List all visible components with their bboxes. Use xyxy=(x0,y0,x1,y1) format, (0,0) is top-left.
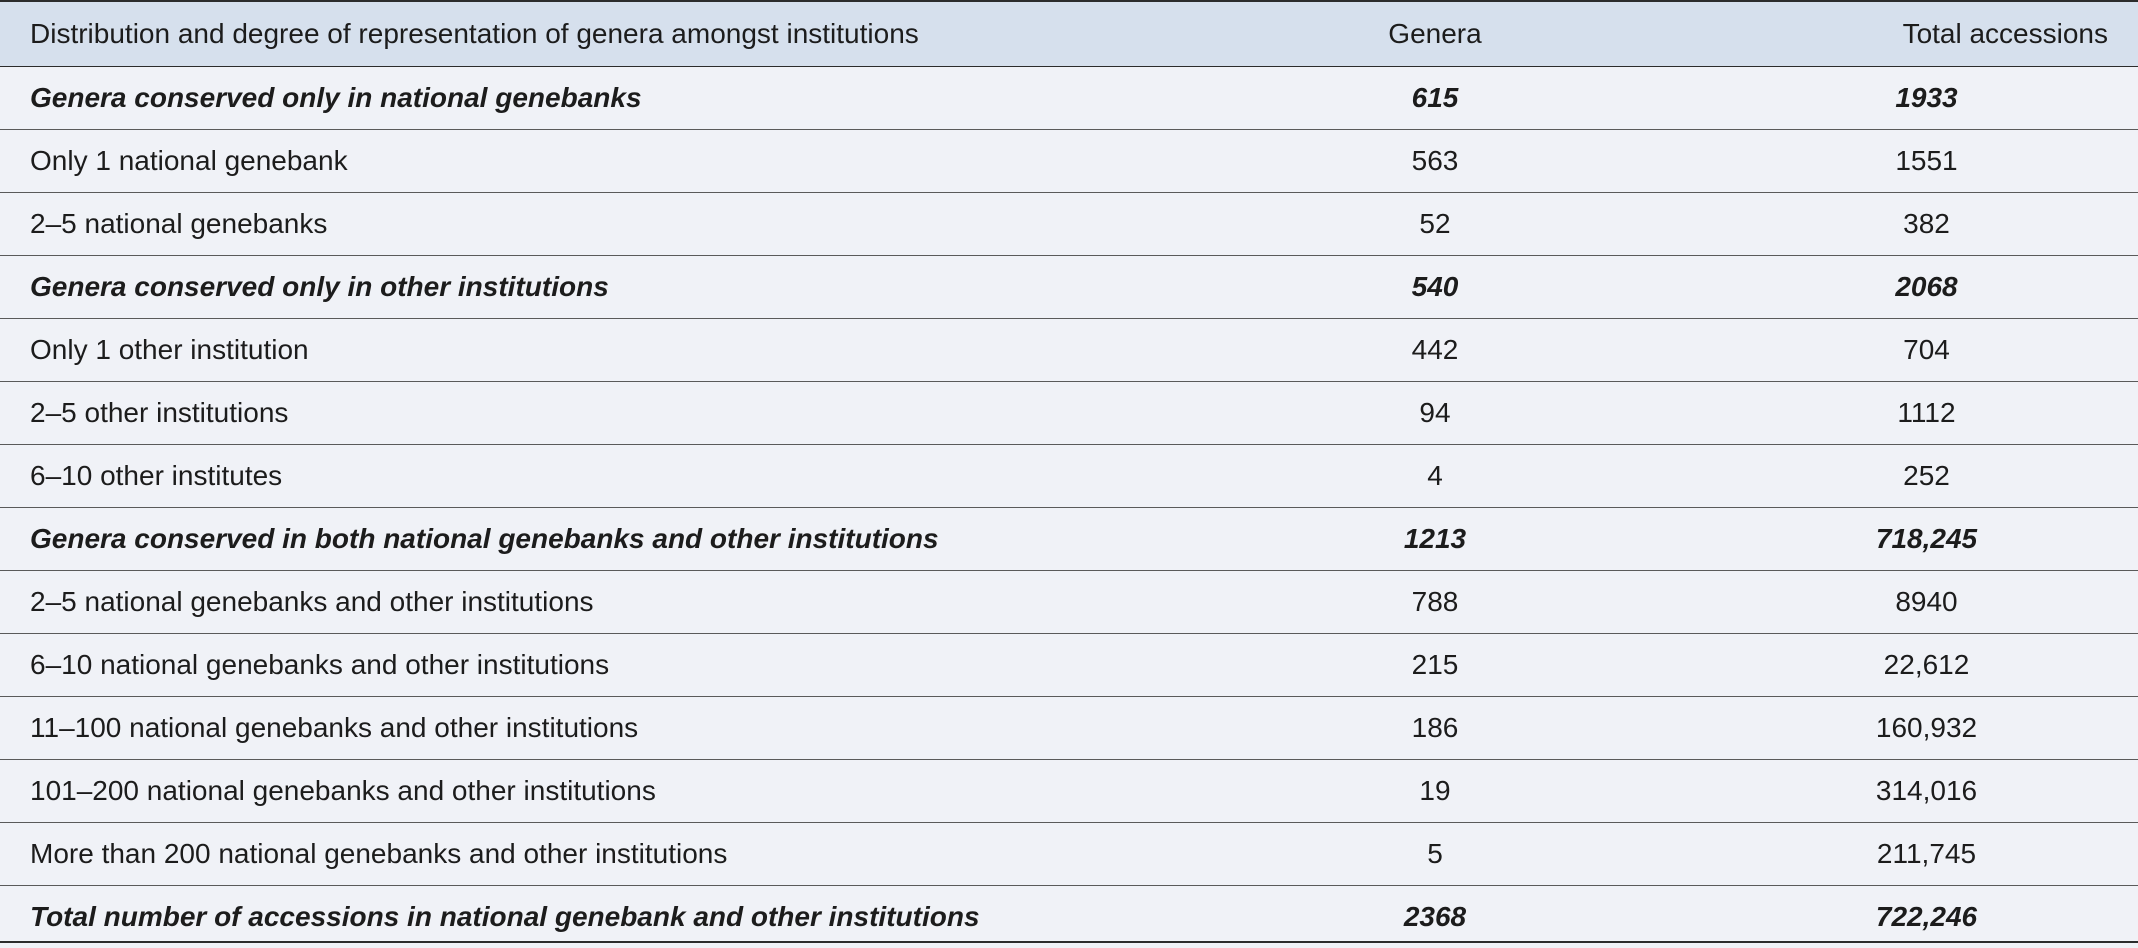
row-genera: 186 xyxy=(1300,697,1570,760)
row-total: 211,745 xyxy=(1570,823,2138,886)
row-total: 1112 xyxy=(1570,382,2138,445)
row-label: Genera conserved only in national geneba… xyxy=(0,67,1300,130)
row-total: 1551 xyxy=(1570,130,2138,193)
row-genera: 215 xyxy=(1300,634,1570,697)
row-label: 11–100 national genebanks and other inst… xyxy=(0,697,1300,760)
row-genera: 540 xyxy=(1300,256,1570,319)
table-row: 6–10 other institutes 4 252 xyxy=(0,445,2138,508)
table-row-group: Genera conserved only in other instituti… xyxy=(0,256,2138,319)
row-genera: 94 xyxy=(1300,382,1570,445)
row-genera: 5 xyxy=(1300,823,1570,886)
table-row: 2–5 other institutions 94 1112 xyxy=(0,382,2138,445)
table-row: Only 1 national genebank 563 1551 xyxy=(0,130,2138,193)
row-genera: 788 xyxy=(1300,571,1570,634)
row-total: 718,245 xyxy=(1570,508,2138,571)
row-genera: 19 xyxy=(1300,760,1570,823)
row-label: Genera conserved in both national geneba… xyxy=(0,508,1300,571)
row-total: 22,612 xyxy=(1570,634,2138,697)
row-label: 2–5 other institutions xyxy=(0,382,1300,445)
row-label: 2–5 national genebanks and other institu… xyxy=(0,571,1300,634)
row-genera: 442 xyxy=(1300,319,1570,382)
row-total: 252 xyxy=(1570,445,2138,508)
row-label: Only 1 other institution xyxy=(0,319,1300,382)
row-label: More than 200 national genebanks and oth… xyxy=(0,823,1300,886)
table-row: Only 1 other institution 442 704 xyxy=(0,319,2138,382)
table-row-group: Genera conserved in both national geneba… xyxy=(0,508,2138,571)
header-distribution: Distribution and degree of representatio… xyxy=(0,2,1300,67)
table-header: Distribution and degree of representatio… xyxy=(0,2,2138,67)
row-total: 8940 xyxy=(1570,571,2138,634)
row-label: Genera conserved only in other instituti… xyxy=(0,256,1300,319)
row-total: 314,016 xyxy=(1570,760,2138,823)
table-row: 6–10 national genebanks and other instit… xyxy=(0,634,2138,697)
row-genera: 52 xyxy=(1300,193,1570,256)
header-genera: Genera xyxy=(1300,2,1570,67)
header-row: Distribution and degree of representatio… xyxy=(0,2,2138,67)
row-genera: 4 xyxy=(1300,445,1570,508)
row-total: 382 xyxy=(1570,193,2138,256)
table-row-group: Genera conserved only in national geneba… xyxy=(0,67,2138,130)
row-genera: 615 xyxy=(1300,67,1570,130)
table-row: 101–200 national genebanks and other ins… xyxy=(0,760,2138,823)
row-total: 2068 xyxy=(1570,256,2138,319)
row-total: 722,246 xyxy=(1570,886,2138,948)
row-genera: 1213 xyxy=(1300,508,1570,571)
row-genera: 2368 xyxy=(1300,886,1570,948)
header-total-accessions: Total accessions xyxy=(1570,2,2138,67)
table-row: 2–5 national genebanks 52 382 xyxy=(0,193,2138,256)
row-total: 160,932 xyxy=(1570,697,2138,760)
row-total: 1933 xyxy=(1570,67,2138,130)
table-row: 11–100 national genebanks and other inst… xyxy=(0,697,2138,760)
row-label: 101–200 national genebanks and other ins… xyxy=(0,760,1300,823)
table-body: Genera conserved only in national geneba… xyxy=(0,67,2138,948)
table-row: 2–5 national genebanks and other institu… xyxy=(0,571,2138,634)
row-label: 6–10 other institutes xyxy=(0,445,1300,508)
row-total: 704 xyxy=(1570,319,2138,382)
row-label: 6–10 national genebanks and other instit… xyxy=(0,634,1300,697)
row-label: 2–5 national genebanks xyxy=(0,193,1300,256)
table-row-group: Total number of accessions in national g… xyxy=(0,886,2138,948)
row-genera: 563 xyxy=(1300,130,1570,193)
row-label: Only 1 national genebank xyxy=(0,130,1300,193)
row-label: Total number of accessions in national g… xyxy=(0,886,1300,948)
table-row: More than 200 national genebanks and oth… xyxy=(0,823,2138,886)
